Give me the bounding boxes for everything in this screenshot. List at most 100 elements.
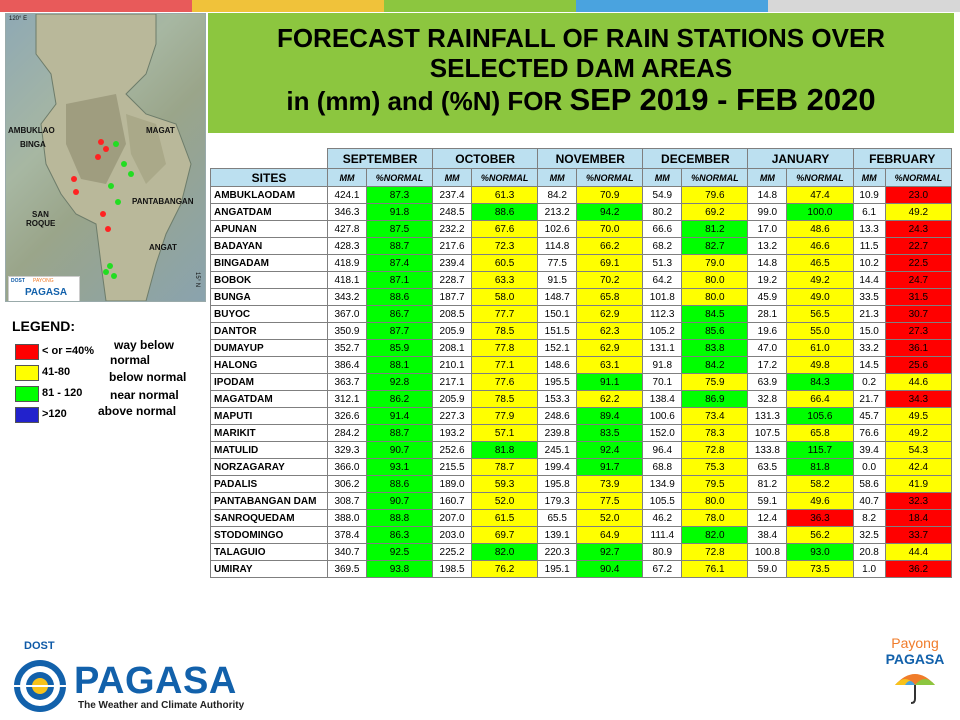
pct-normal-cell: 57.1	[471, 424, 539, 442]
pct-normal-cell: 30.7	[884, 305, 953, 323]
rainfall-mm-cell: 107.5	[747, 424, 788, 442]
pct-normal-cell: 93.8	[365, 560, 434, 578]
rainfall-mm-cell: 59.0	[747, 560, 788, 578]
rainfall-mm-cell: 367.0	[327, 305, 367, 323]
rainfall-mm-cell: 131.1	[642, 339, 683, 357]
pct-normal-cell: 42.4	[884, 458, 953, 476]
table-body: AMBUKLAODAM 424.1 87.3 237.4 61.3 84.2 70.9 54.…	[210, 186, 953, 578]
rainfall-mm-cell: 101.8	[642, 288, 683, 306]
rainfall-mm-cell: 51.3	[642, 254, 683, 272]
rainfall-mm-cell: 99.0	[747, 203, 788, 221]
rainfall-mm-cell: 38.4	[747, 526, 788, 544]
month-header: SEPTEMBER	[326, 148, 434, 169]
rain-station-markers	[71, 139, 134, 279]
site-name: BUNGA	[210, 288, 328, 306]
pct-normal-cell: 91.1	[576, 373, 644, 391]
rainfall-mm-cell: 54.9	[642, 186, 683, 204]
legend-desc: near normal	[110, 388, 179, 402]
rainfall-mm-cell: 228.7	[432, 271, 473, 289]
table-row: ANGATDAM 346.3 91.8 248.5 88.6 213.2 94.2 80.2 6…	[210, 203, 953, 221]
pct-normal-cell: 78.5	[471, 390, 539, 408]
site-name: ANGATDAM	[210, 203, 328, 221]
pct-normal-cell: 84.2	[681, 356, 749, 374]
table-row: BADAYAN 428.3 88.7 217.6 72.3 114.8 66.2 68.2 82…	[210, 237, 953, 255]
rainfall-mm-cell: 20.8	[852, 543, 886, 561]
pct-normal-cell: 88.1	[365, 356, 434, 374]
dam-location-map: 120° E AMBUKLAO BINGA MAGAT SAN ROQUE PA…	[5, 13, 206, 302]
pct-normal-cell: 65.8	[786, 424, 854, 442]
rainfall-mm-cell: 63.5	[747, 458, 788, 476]
pct-normal-cell: 82.7	[681, 237, 749, 255]
mm-header: MM	[747, 168, 788, 187]
month-header: JANUARY	[747, 148, 854, 169]
pct-normal-cell: 18.4	[884, 509, 953, 527]
rainfall-mm-cell: 363.7	[327, 373, 367, 391]
station-marker	[95, 154, 101, 160]
rainfall-mm-cell: 239.8	[537, 424, 578, 442]
pct-normal-cell: 87.5	[365, 220, 434, 238]
pct-normal-cell: 36.3	[786, 509, 854, 527]
pct-normal-cell: 60.5	[471, 254, 539, 272]
site-name: TALAGUIO	[210, 543, 328, 561]
pct-normal-cell: 56.2	[786, 526, 854, 544]
rainfall-mm-cell: 148.6	[537, 356, 578, 374]
site-name: UMIRAY	[210, 560, 328, 578]
pct-normal-cell: 55.0	[786, 322, 854, 340]
sites-header: SITES	[210, 168, 328, 187]
rainfall-mm-cell: 151.5	[537, 322, 578, 340]
pct-normal-cell: 89.4	[576, 407, 644, 425]
rainfall-mm-cell: 138.4	[642, 390, 683, 408]
legend-desc: above normal	[98, 404, 177, 418]
pct-normal-cell: 48.6	[786, 220, 854, 238]
table-row: PANTABANGAN DAM 308.7 90.7 160.7 52.0 179.3 77…	[210, 492, 953, 510]
pct-normal-cell: 65.8	[576, 288, 644, 306]
mm-header: MM	[642, 168, 683, 187]
site-name: MAPUTI	[210, 407, 328, 425]
station-marker	[121, 161, 127, 167]
pct-normal-cell: 61.5	[471, 509, 539, 527]
rainfall-mm-cell: 33.5	[852, 288, 886, 306]
pct-normal-cell: 24.7	[884, 271, 953, 289]
station-marker	[103, 269, 109, 275]
pct-normal-cell: 92.7	[576, 543, 644, 561]
table-row: IPODAM 363.7 92.8 217.1 77.6 195.5 91.1 70.1 75.…	[210, 373, 953, 391]
site-name: HALONG	[210, 356, 328, 374]
pct-normal-header: %NORMAL	[681, 168, 749, 187]
rainfall-mm-cell: 13.2	[747, 237, 788, 255]
rainfall-mm-cell: 220.3	[537, 543, 578, 561]
rainfall-mm-cell: 96.4	[642, 441, 683, 459]
rainfall-mm-cell: 17.0	[747, 220, 788, 238]
site-name: MATULID	[210, 441, 328, 459]
station-marker	[107, 263, 113, 269]
rainfall-mm-cell: 187.7	[432, 288, 473, 306]
pct-normal-cell: 80.0	[681, 271, 749, 289]
month-header: OCTOBER	[432, 148, 539, 169]
rainfall-mm-cell: 67.2	[642, 560, 683, 578]
pct-normal-cell: 44.6	[884, 373, 953, 391]
rainfall-mm-cell: 59.1	[747, 492, 788, 510]
rainfall-mm-cell: 19.6	[747, 322, 788, 340]
pct-normal-cell: 86.2	[365, 390, 434, 408]
rainfall-mm-cell: 205.9	[432, 390, 473, 408]
rainfall-mm-cell: 329.3	[327, 441, 367, 459]
pct-normal-cell: 77.5	[576, 492, 644, 510]
rainfall-mm-cell: 232.2	[432, 220, 473, 238]
pct-normal-cell: 58.2	[786, 475, 854, 493]
rainfall-mm-cell: 366.0	[327, 458, 367, 476]
pct-normal-cell: 56.5	[786, 305, 854, 323]
payong-pagasa-label: PAGASA	[885, 651, 945, 667]
map-label-pantabangan: PANTABANGAN	[132, 197, 194, 206]
map-logo-dost: DOST	[11, 278, 25, 284]
rainfall-mm-cell: 19.2	[747, 271, 788, 289]
rainfall-mm-cell: 32.8	[747, 390, 788, 408]
pct-normal-cell: 82.0	[681, 526, 749, 544]
map-label-san: SAN	[32, 210, 49, 219]
pct-normal-cell: 27.3	[884, 322, 953, 340]
pct-normal-cell: 93.0	[786, 543, 854, 561]
pct-normal-cell: 78.5	[471, 322, 539, 340]
pct-normal-cell: 77.9	[471, 407, 539, 425]
pct-normal-cell: 64.9	[576, 526, 644, 544]
pct-normal-cell: 41.9	[884, 475, 953, 493]
pct-normal-header: %NORMAL	[365, 168, 434, 187]
rainfall-mm-cell: 428.3	[327, 237, 367, 255]
